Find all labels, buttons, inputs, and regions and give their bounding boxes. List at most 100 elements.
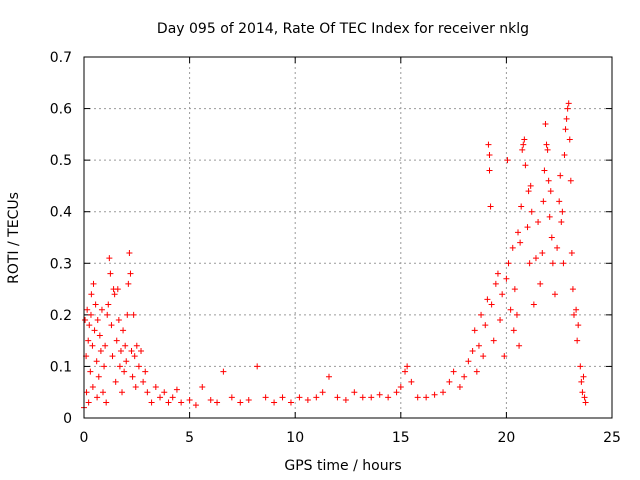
data-point — [87, 311, 94, 318]
data-point — [486, 151, 493, 158]
y-tick-label: 0.3 — [50, 256, 72, 272]
chart-title: Day 095 of 2014, Rate Of TEC Index for r… — [157, 21, 529, 37]
data-point — [566, 136, 573, 143]
data-point — [85, 399, 92, 406]
data-point — [513, 311, 520, 318]
data-point — [404, 363, 411, 370]
data-point — [528, 208, 535, 215]
data-point — [473, 368, 480, 375]
data-point — [511, 286, 518, 293]
y-tick-label: 0.6 — [50, 102, 72, 118]
data-point — [526, 260, 533, 267]
data-point — [93, 358, 100, 365]
data-point — [440, 389, 447, 396]
data-point — [169, 394, 176, 401]
data-point — [89, 384, 96, 391]
data-point — [130, 311, 137, 318]
data-point — [90, 280, 97, 287]
data-point — [503, 275, 510, 282]
data-point — [515, 229, 522, 236]
data-point — [561, 151, 568, 158]
data-point — [128, 347, 135, 354]
data-point — [279, 394, 286, 401]
data-point — [287, 399, 294, 406]
data-point — [117, 347, 124, 354]
data-point — [313, 394, 320, 401]
data-point — [120, 327, 127, 334]
data-point — [532, 255, 539, 262]
data-point — [87, 368, 94, 375]
x-axis-label: GPS time / hours — [284, 458, 401, 474]
data-point — [549, 260, 556, 267]
data-point — [471, 327, 478, 334]
data-point — [113, 337, 120, 344]
data-point — [509, 244, 516, 251]
data-point — [461, 373, 468, 380]
data-point — [112, 378, 119, 385]
y-tick-label: 0.1 — [50, 359, 72, 375]
data-point — [499, 291, 506, 298]
data-point — [510, 327, 517, 334]
data-point — [178, 399, 185, 406]
data-point — [577, 363, 584, 370]
data-point — [465, 358, 472, 365]
data-point — [539, 249, 546, 256]
data-point — [475, 342, 482, 349]
data-point — [565, 100, 572, 107]
data-point — [104, 311, 111, 318]
data-point — [98, 306, 105, 313]
data-point — [161, 389, 168, 396]
data-point — [497, 317, 504, 324]
data-point — [402, 368, 409, 375]
x-tick-label: 5 — [185, 430, 194, 446]
data-point — [557, 172, 564, 179]
data-point — [132, 384, 139, 391]
data-point — [579, 389, 586, 396]
data-point — [245, 396, 252, 403]
data-point — [518, 203, 525, 210]
data-point — [507, 306, 514, 313]
data-point — [165, 399, 172, 406]
data-point — [431, 391, 438, 398]
data-point — [152, 384, 159, 391]
data-point — [121, 368, 128, 375]
data-point — [148, 399, 155, 406]
data-points — [81, 100, 589, 411]
data-point — [173, 386, 180, 393]
data-point — [546, 213, 553, 220]
data-point — [85, 337, 92, 344]
data-point — [95, 373, 102, 380]
data-point — [106, 255, 113, 262]
data-point — [96, 332, 103, 339]
data-point — [116, 363, 123, 370]
data-point — [142, 368, 149, 375]
data-point — [138, 347, 145, 354]
data-point — [488, 301, 495, 308]
data-point — [541, 167, 548, 174]
data-point — [334, 394, 341, 401]
data-point — [516, 342, 523, 349]
data-point — [254, 363, 261, 370]
data-point — [423, 394, 430, 401]
data-point — [501, 353, 508, 360]
x-tick-label: 10 — [286, 430, 304, 446]
data-point — [573, 306, 580, 313]
data-point — [140, 378, 147, 385]
grid-layer — [84, 57, 612, 418]
data-point — [124, 311, 131, 318]
data-point — [487, 203, 494, 210]
data-point — [82, 317, 89, 324]
data-point — [135, 363, 142, 370]
data-point — [540, 198, 547, 205]
data-point — [567, 177, 574, 184]
data-point — [504, 157, 511, 164]
data-point — [548, 234, 555, 241]
data-point — [545, 177, 552, 184]
data-point — [97, 347, 104, 354]
data-point — [397, 384, 404, 391]
data-point — [89, 342, 96, 349]
data-point — [101, 363, 108, 370]
data-point — [105, 301, 112, 308]
data-point — [126, 249, 133, 256]
data-point — [111, 291, 118, 298]
